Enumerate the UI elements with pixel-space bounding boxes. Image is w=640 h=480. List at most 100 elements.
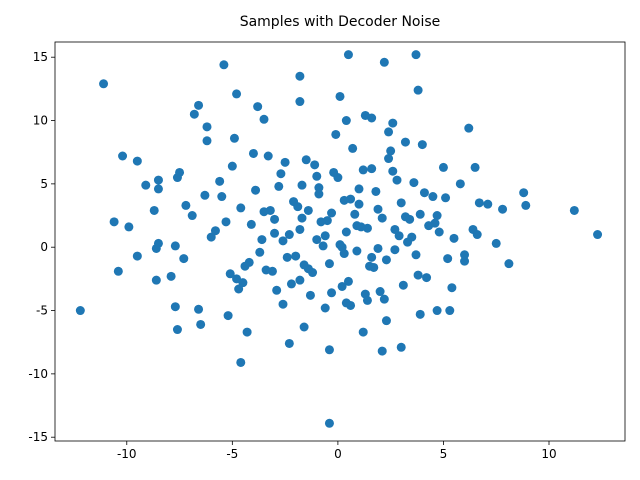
- x-tick-label: 0: [334, 447, 342, 461]
- point: [253, 102, 263, 112]
- point: [377, 346, 387, 356]
- point: [236, 357, 246, 367]
- point: [194, 304, 204, 314]
- point: [371, 186, 381, 196]
- point: [181, 200, 191, 210]
- point: [210, 226, 220, 236]
- point: [348, 143, 358, 153]
- point: [396, 198, 406, 208]
- point: [278, 236, 288, 246]
- point: [521, 200, 531, 210]
- point: [318, 241, 328, 251]
- point: [312, 235, 322, 245]
- point: [337, 281, 347, 291]
- point: [413, 270, 423, 280]
- point: [343, 276, 353, 286]
- point: [369, 262, 379, 272]
- point: [343, 50, 353, 60]
- point: [470, 162, 480, 172]
- point: [460, 256, 470, 266]
- point: [278, 299, 288, 309]
- point: [417, 140, 427, 150]
- point: [468, 224, 478, 234]
- point: [411, 250, 421, 260]
- point: [232, 89, 242, 99]
- point: [320, 231, 330, 241]
- point: [519, 188, 529, 198]
- point: [261, 265, 271, 275]
- point: [217, 192, 227, 202]
- point: [324, 345, 334, 355]
- point: [331, 129, 341, 139]
- point: [384, 127, 394, 137]
- point: [153, 175, 163, 185]
- point: [422, 273, 432, 283]
- point: [381, 255, 391, 265]
- point: [295, 275, 305, 285]
- point: [329, 167, 339, 177]
- point: [194, 100, 204, 110]
- point: [132, 251, 142, 261]
- y-tick-label: 0: [40, 240, 48, 254]
- y-tick-label: 15: [33, 50, 48, 64]
- point: [316, 217, 326, 227]
- point: [373, 243, 383, 253]
- point: [424, 221, 434, 231]
- point: [113, 266, 123, 276]
- point: [358, 165, 368, 175]
- point: [419, 188, 429, 198]
- point: [367, 113, 377, 123]
- point: [428, 192, 438, 202]
- point: [346, 300, 356, 310]
- point: [151, 275, 161, 285]
- point: [284, 338, 294, 348]
- point: [379, 294, 389, 304]
- point: [286, 279, 296, 289]
- point: [398, 280, 408, 290]
- point: [593, 230, 603, 240]
- point: [324, 259, 334, 269]
- point: [388, 118, 398, 128]
- point: [274, 181, 284, 191]
- point: [504, 259, 514, 269]
- point: [225, 269, 235, 279]
- point: [324, 418, 334, 428]
- point: [352, 246, 362, 256]
- point: [445, 306, 455, 316]
- x-tick-label: -5: [226, 447, 238, 461]
- point: [282, 252, 292, 262]
- point: [153, 184, 163, 194]
- point: [432, 211, 442, 221]
- point: [223, 311, 233, 321]
- point: [295, 71, 305, 81]
- point: [320, 303, 330, 313]
- point: [141, 180, 151, 190]
- point: [109, 217, 119, 227]
- point: [170, 241, 180, 251]
- point: [229, 133, 239, 143]
- x-tick-label: 5: [440, 447, 448, 461]
- y-tick-label: 5: [40, 177, 48, 191]
- point: [310, 160, 320, 170]
- point: [187, 211, 197, 221]
- point: [483, 199, 493, 209]
- point: [337, 242, 347, 252]
- point: [367, 164, 377, 174]
- point: [291, 251, 301, 261]
- point: [75, 306, 85, 316]
- point: [166, 271, 176, 281]
- point: [350, 209, 360, 219]
- point: [124, 222, 134, 232]
- point: [202, 122, 212, 132]
- point: [379, 57, 389, 67]
- point: [339, 195, 349, 205]
- point: [255, 247, 265, 257]
- point: [221, 217, 231, 227]
- point: [303, 205, 313, 215]
- point: [196, 319, 206, 329]
- point: [293, 202, 303, 212]
- point: [272, 285, 282, 295]
- point: [491, 238, 501, 248]
- point: [400, 137, 410, 147]
- point: [246, 219, 256, 229]
